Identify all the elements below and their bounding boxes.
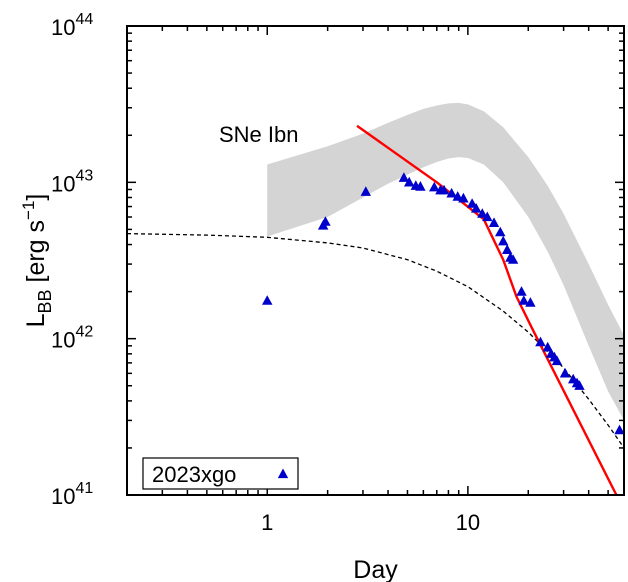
data-point: [518, 295, 529, 305]
legend-marker-triangle: [277, 468, 289, 479]
data-point: [574, 380, 585, 390]
data-point: [495, 226, 506, 237]
data-point: [262, 295, 273, 305]
red-fit-line: [356, 124, 618, 495]
data-point: [477, 208, 488, 218]
data-point: [516, 286, 527, 296]
data-point: [488, 217, 500, 227]
data-point: [458, 192, 469, 203]
data-point: [466, 198, 478, 208]
y-axis-label-units: [erg s: [22, 220, 50, 289]
y-tick-label: 1044: [51, 11, 93, 40]
data-point: [446, 187, 457, 198]
data-point: [542, 341, 553, 352]
data-point: [525, 297, 536, 307]
data-point: [551, 355, 563, 366]
data-point: [614, 424, 625, 435]
y-axis-label-main: L: [22, 313, 50, 327]
data-point: [438, 184, 450, 195]
y-tick-label: 1043: [51, 167, 93, 196]
legend-box: [142, 457, 299, 490]
data-point: [320, 216, 331, 226]
sne-ibn-band: [267, 102, 624, 421]
x-axis-label: Day: [353, 556, 398, 582]
plot-frame: [126, 25, 625, 496]
x-tick-label: 10: [456, 510, 480, 535]
data-point: [404, 176, 415, 187]
y-axis-label: LBB [erg s−1]: [19, 194, 55, 328]
dashed-model-curve: [127, 232, 624, 449]
data-point: [482, 211, 493, 222]
ticks-layer: 1 10 1041 1042 1043 1044: [51, 11, 625, 535]
y-tick-label: 1041: [51, 480, 93, 509]
data-point: [535, 336, 546, 347]
points-layer: [262, 172, 625, 435]
data-point: [452, 191, 463, 201]
curve-layer: [127, 124, 624, 495]
data-point: [360, 186, 371, 196]
y-axis-label-sub: BB: [35, 289, 55, 313]
y-axis-label-close: ]: [22, 194, 50, 201]
data-point: [415, 181, 426, 191]
data-point: [398, 172, 410, 182]
y-tick-label: 1042: [51, 324, 93, 353]
data-point: [498, 235, 509, 246]
data-point: [559, 367, 571, 378]
data-point: [507, 254, 519, 264]
legend: 2023xgo: [142, 457, 299, 490]
data-point: [502, 244, 513, 254]
band-layer: [267, 102, 624, 421]
band-label: SNe Ibn: [219, 122, 299, 147]
data-point: [429, 181, 440, 192]
data-point: [471, 203, 482, 213]
y-axis-label-exp: −1: [19, 201, 38, 220]
x-tick-label: 1: [261, 510, 273, 535]
legend-label-2023xgo: 2023xgo: [152, 462, 236, 487]
